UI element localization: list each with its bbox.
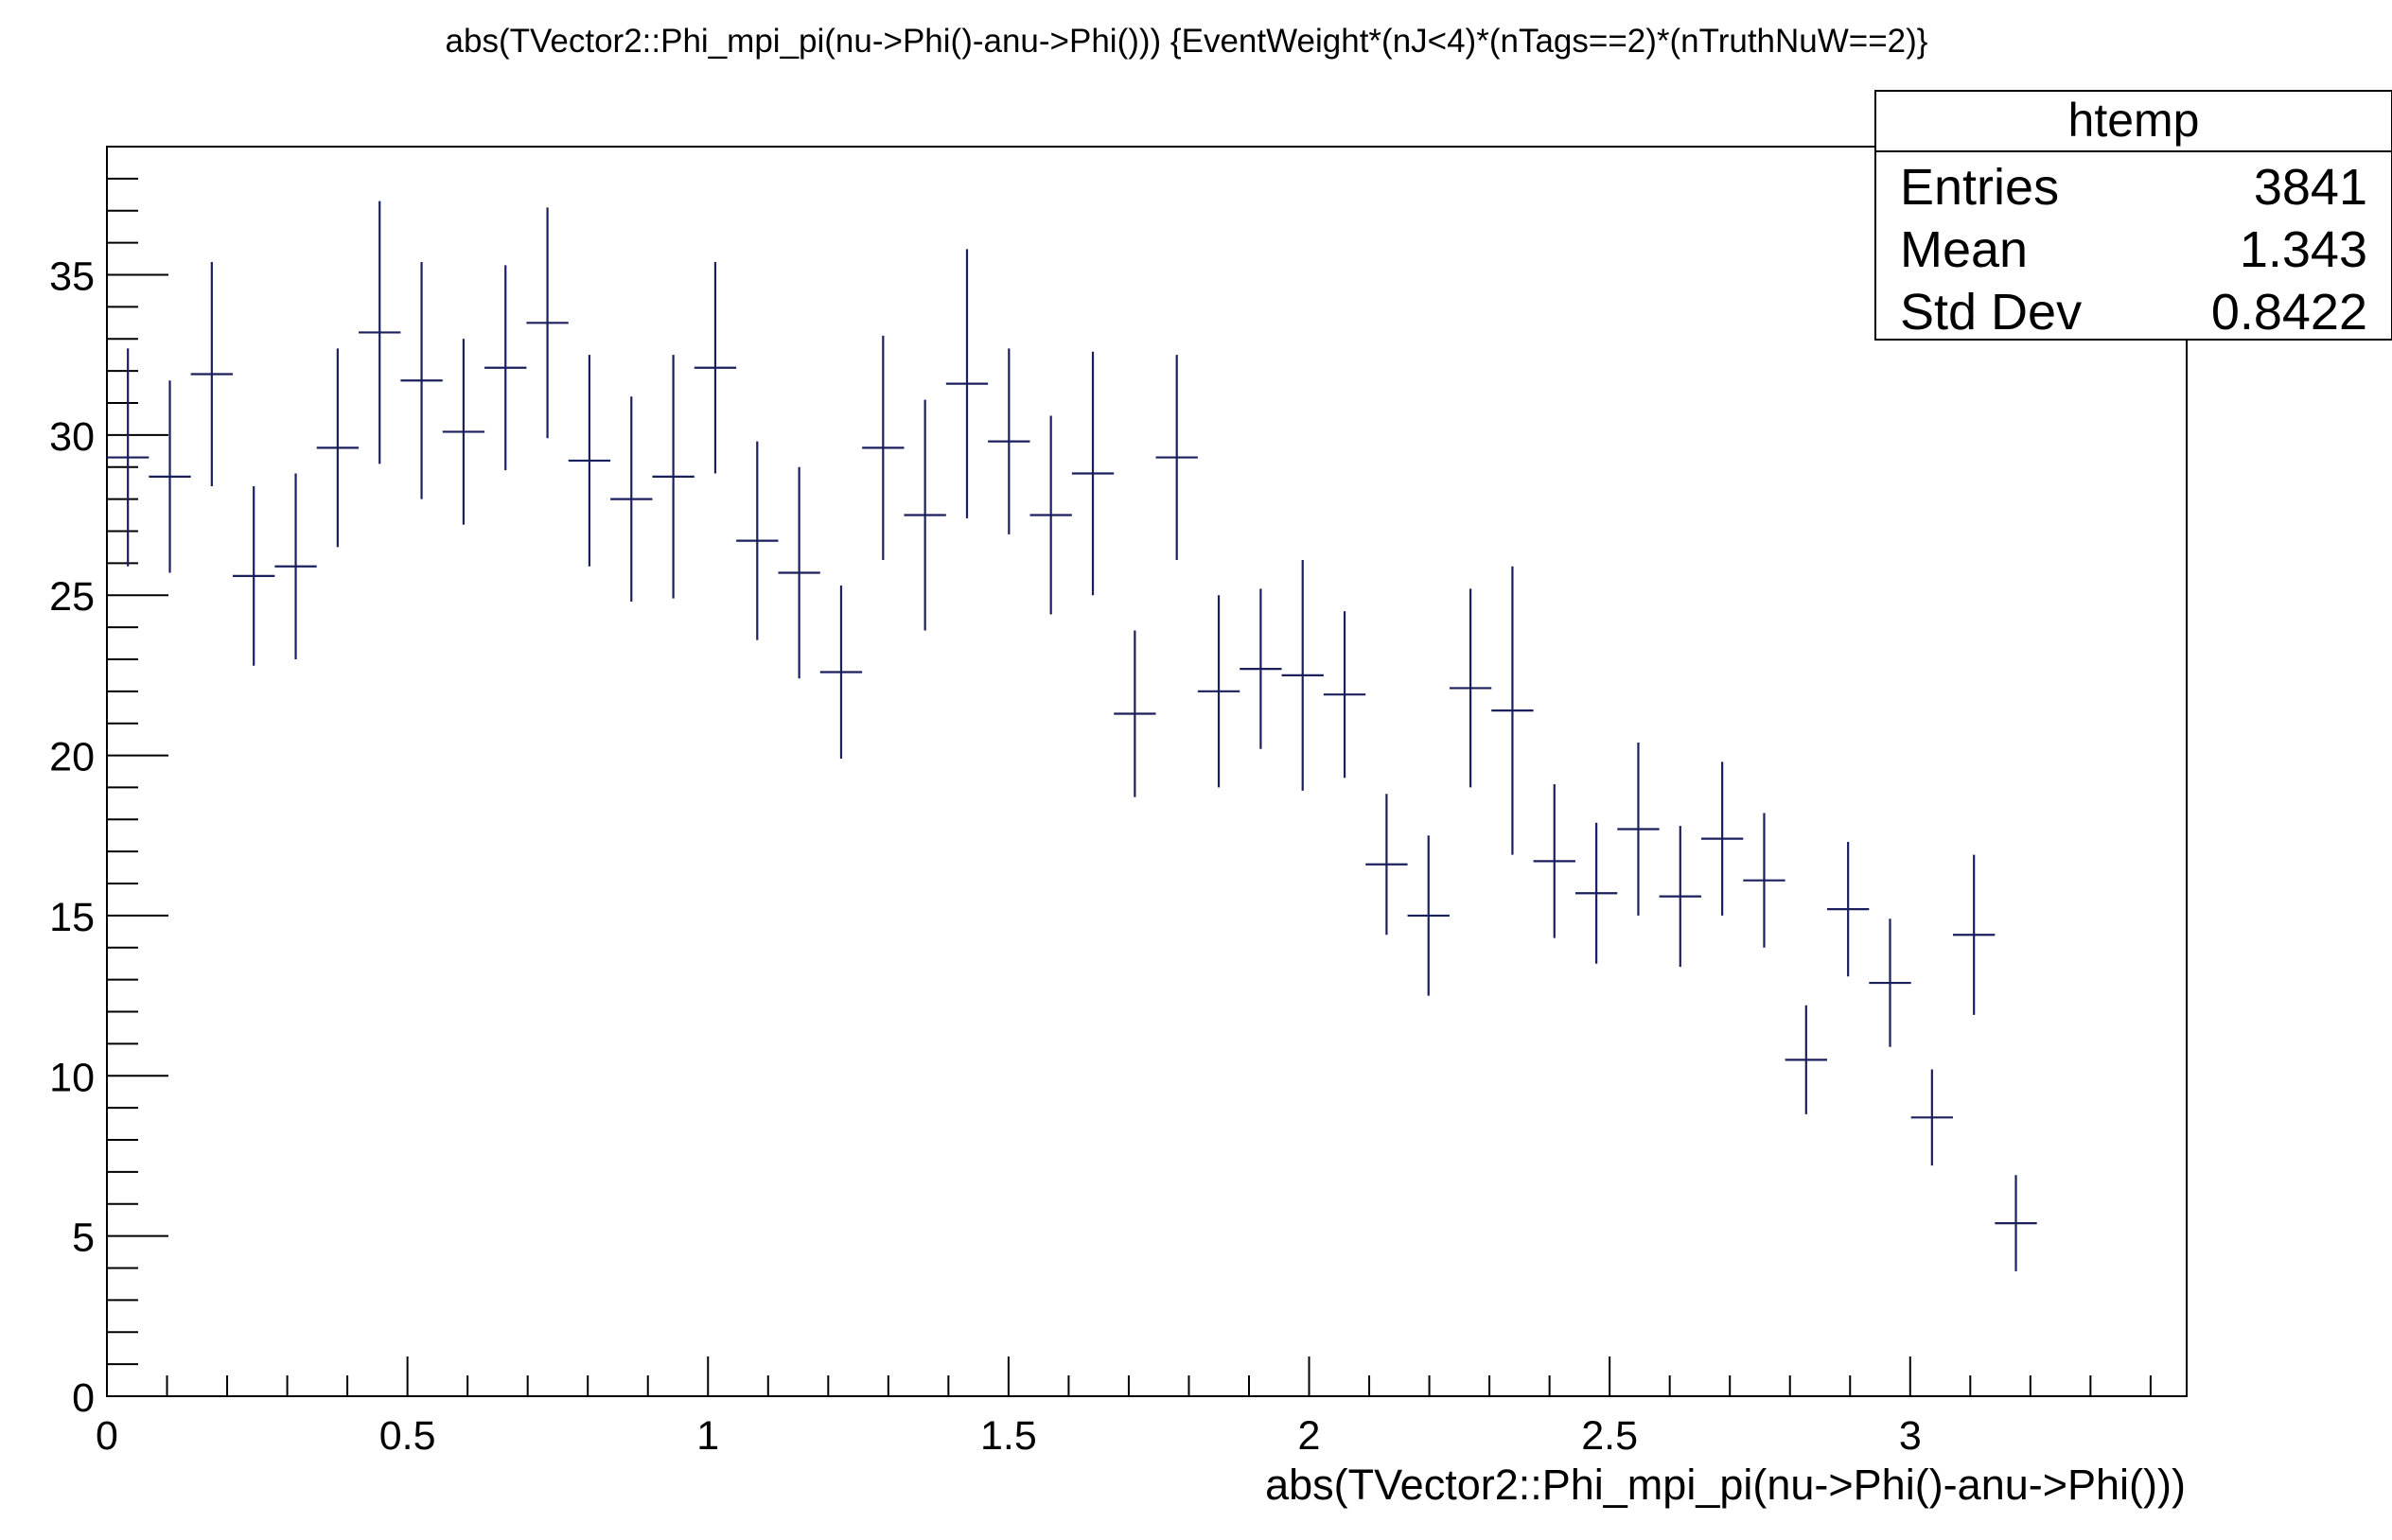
data-point: [1617, 743, 1660, 916]
data-point: [190, 261, 234, 487]
data-point: [1323, 611, 1366, 779]
data-point: [359, 201, 401, 464]
data-point: [484, 265, 527, 471]
data-point: [1155, 355, 1198, 560]
plot-frame: [106, 146, 2188, 1397]
data-point: [316, 348, 360, 548]
data-point: [233, 486, 275, 666]
stats-box-title: htemp: [2068, 94, 2200, 147]
data-point: [1029, 415, 1072, 615]
x-axis-tick-labels: 0 0.5 1 1.5 2 2.5 3: [96, 1413, 1922, 1459]
y-tick-label: 30: [49, 414, 95, 460]
y-tick-label: 5: [72, 1216, 95, 1261]
data-point: [694, 261, 737, 474]
stats-box-frame: [1874, 90, 2392, 341]
x-tick-label: 3: [1899, 1413, 1922, 1459]
x-tick-label: 0.5: [379, 1413, 436, 1459]
data-point: [1826, 842, 1870, 977]
stats-stddev-value: 0.8422: [2211, 284, 2367, 341]
y-tick-label: 35: [49, 254, 95, 299]
stats-mean-value: 1.343: [2240, 221, 2367, 278]
data-point: [274, 473, 317, 659]
x-tick-label: 2.5: [1581, 1413, 1638, 1459]
data-point: [1743, 813, 1785, 948]
y-tick-label: 25: [49, 574, 95, 620]
data-point: [1197, 595, 1240, 788]
data-point: [400, 261, 443, 499]
data-point: [149, 380, 191, 573]
data-point: [1910, 1069, 1954, 1166]
data-point: [1659, 826, 1701, 968]
data-point: [1281, 559, 1324, 791]
x-axis-title: abs(TVector2::Phi_mpi_pi(nu->Phi()-anu->…: [1265, 1461, 2186, 1509]
data-point: [1953, 854, 1996, 1015]
x-tick-label: 1.5: [980, 1413, 1037, 1459]
data-point: [1995, 1175, 2037, 1271]
y-tick-label: 20: [49, 735, 95, 780]
data-point: [945, 249, 989, 518]
x-tick-label: 0: [96, 1413, 118, 1459]
data-point: [1449, 588, 1492, 788]
x-axis-ticks: [106, 1356, 2152, 1396]
y-axis-tick-labels: 0 5 10 15 20 25 30 35: [49, 254, 95, 1421]
stats-mean-label: Mean: [1900, 221, 2028, 278]
data-point: [107, 348, 150, 567]
data-point: [819, 586, 863, 759]
data-point: [1407, 835, 1450, 996]
y-tick-label: 10: [49, 1055, 95, 1100]
stats-entries-value: 3841: [2254, 159, 2367, 216]
stats-entries-label: Entries: [1900, 159, 2059, 216]
data-points: [107, 201, 2037, 1271]
data-point: [1574, 822, 1618, 964]
chart-title: abs(TVector2::Phi_mpi_pi(nu->Phi()-anu->…: [446, 23, 1928, 60]
y-tick-label: 0: [72, 1375, 95, 1421]
stats-stddev-label: Std Dev: [1900, 284, 2082, 341]
data-point: [1533, 784, 1575, 938]
data-point: [988, 348, 1030, 534]
data-point: [1114, 630, 1156, 797]
stats-box: htemp Entries 3841 Mean 1.343 Std Dev 0.…: [1874, 90, 2392, 341]
data-point: [1869, 919, 1911, 1047]
y-axis-ticks: [107, 146, 168, 1397]
data-point: [610, 396, 653, 602]
data-point: [652, 355, 695, 599]
data-point: [1785, 1005, 1827, 1114]
data-point: [568, 355, 611, 567]
data-point: [1365, 794, 1408, 936]
data-point: [526, 207, 569, 439]
data-point: [1240, 588, 1282, 749]
data-point: [1071, 351, 1115, 596]
data-point: [442, 339, 485, 525]
data-point: [1700, 761, 1744, 916]
data-point: [736, 441, 779, 640]
y-tick-label: 15: [49, 895, 95, 940]
data-point: [778, 466, 820, 679]
data-point: [904, 399, 946, 631]
data-point: [862, 335, 905, 560]
x-tick-label: 2: [1298, 1413, 1321, 1459]
data-point: [1491, 566, 1534, 855]
x-tick-label: 1: [696, 1413, 719, 1459]
